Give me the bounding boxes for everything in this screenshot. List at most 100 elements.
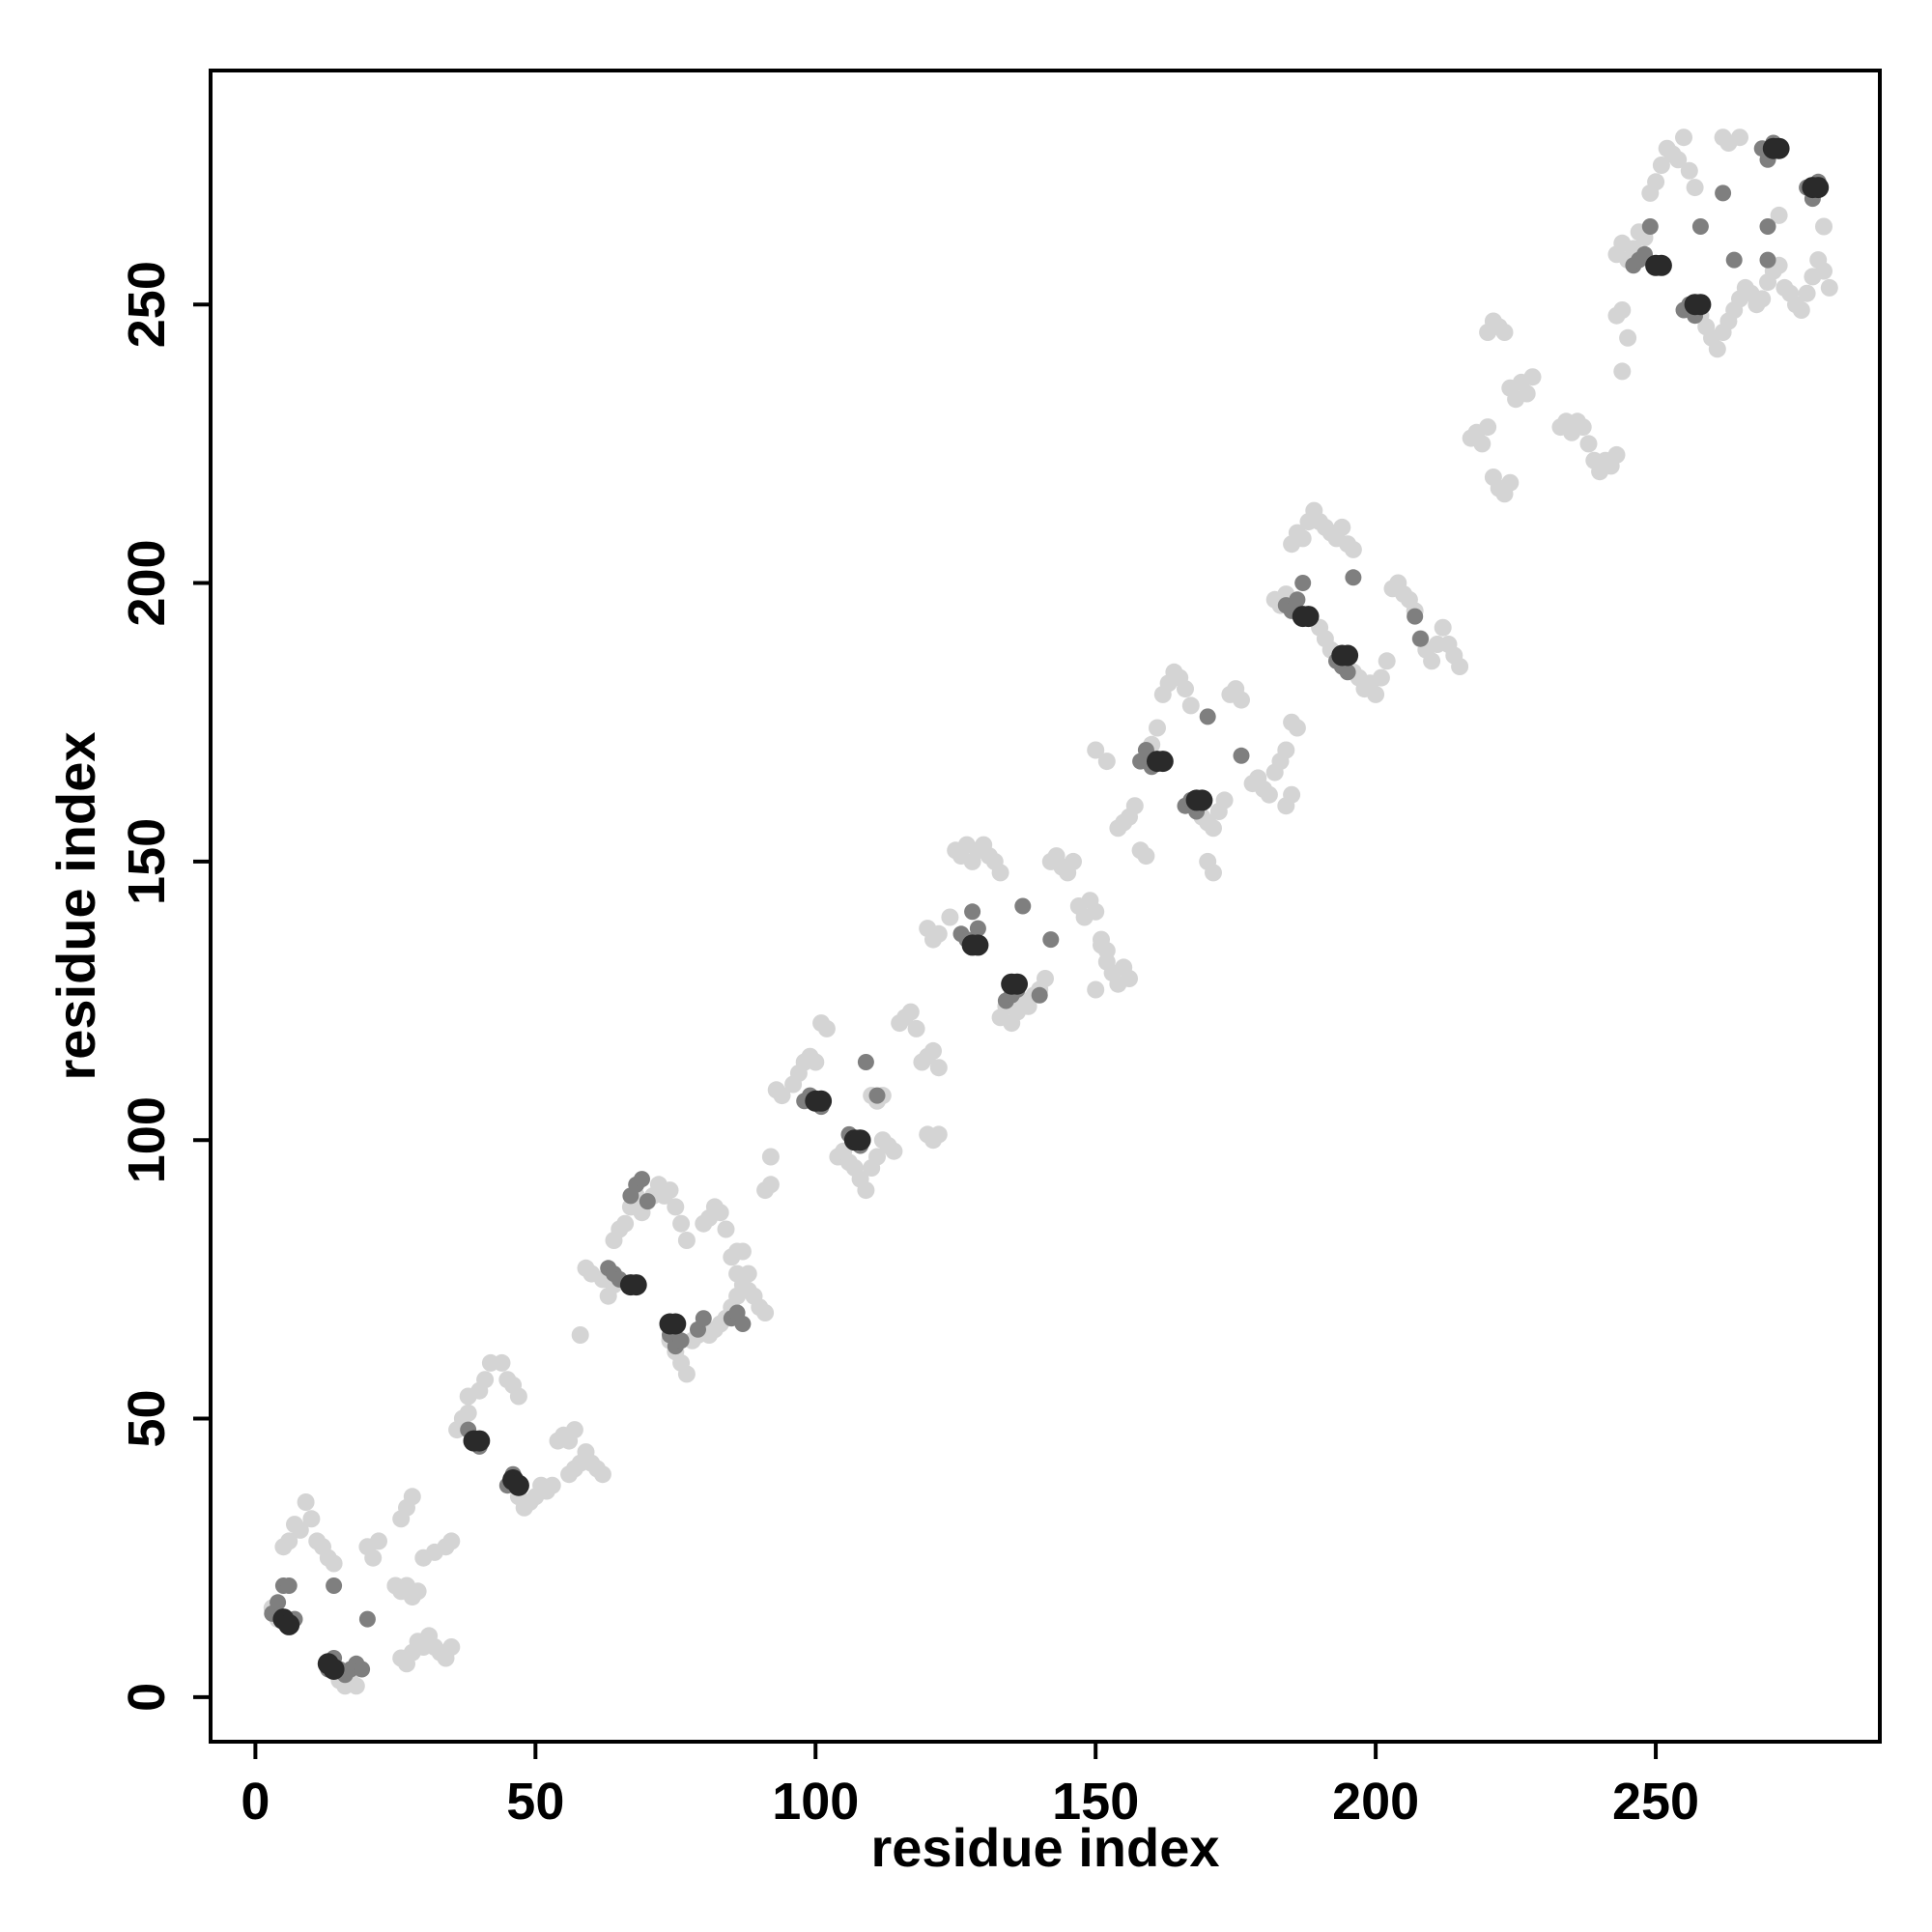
data-point	[1686, 179, 1704, 197]
data-point	[1434, 618, 1452, 637]
x-tick-label: 100	[772, 1773, 859, 1831]
data-point	[1725, 251, 1743, 269]
data-point	[1669, 151, 1688, 169]
data-point	[1137, 847, 1155, 866]
data-point	[1759, 251, 1776, 269]
data-point	[1297, 606, 1320, 628]
data-point	[1205, 819, 1222, 838]
data-point	[509, 1387, 527, 1406]
data-point	[1479, 418, 1497, 437]
data-point	[354, 1661, 371, 1678]
data-point	[493, 1353, 511, 1372]
y-tick-label: 200	[118, 539, 176, 626]
x-tick-label: 50	[506, 1773, 564, 1831]
data-point	[442, 1638, 461, 1656]
data-point	[677, 1232, 696, 1249]
data-point	[941, 908, 959, 926]
data-point	[1613, 362, 1632, 381]
data-point	[1820, 278, 1838, 297]
data-point	[1423, 652, 1441, 670]
data-point	[565, 1421, 583, 1439]
y-tick-label: 0	[118, 1683, 176, 1712]
y-tick-label: 150	[118, 818, 176, 905]
data-point	[1333, 518, 1351, 536]
data-point	[929, 1125, 948, 1144]
data-point	[1097, 942, 1116, 960]
data-point	[1579, 435, 1598, 453]
data-point	[857, 1181, 875, 1200]
data-point	[672, 1214, 691, 1233]
data-point	[1125, 797, 1144, 815]
data-point	[1345, 569, 1362, 586]
data-point	[270, 1594, 287, 1611]
x-tick-label: 150	[1052, 1773, 1139, 1831]
data-point	[1233, 747, 1250, 764]
data-point	[1277, 741, 1295, 759]
data-point	[677, 1365, 696, 1383]
data-point	[1759, 218, 1776, 235]
data-point	[280, 1577, 298, 1594]
data-point	[370, 1532, 387, 1550]
data-point	[278, 1613, 300, 1635]
data-point	[929, 1059, 948, 1077]
data-point	[1293, 529, 1312, 548]
data-point	[1037, 970, 1054, 987]
x-tick-label: 0	[241, 1773, 270, 1831]
data-point	[639, 1193, 656, 1210]
data-point	[810, 1090, 833, 1112]
data-point	[967, 934, 989, 956]
data-point	[280, 1532, 298, 1550]
data-point	[291, 1520, 309, 1539]
data-point	[964, 903, 981, 921]
y-axis-title: residue index	[45, 731, 106, 1080]
x-tick-label: 250	[1612, 1773, 1699, 1831]
data-point	[991, 864, 1009, 882]
data-point	[459, 1404, 477, 1422]
data-point	[1815, 262, 1833, 280]
data-point	[1007, 973, 1028, 995]
data-point	[734, 1316, 752, 1332]
data-point	[733, 1242, 752, 1261]
data-point	[1798, 284, 1816, 302]
x-axis: 0 50 100 150 200 250	[241, 1742, 1699, 1831]
data-point	[1233, 691, 1250, 709]
data-point	[1367, 685, 1385, 703]
data-point	[469, 1430, 491, 1452]
data-point	[1451, 658, 1469, 675]
data-point	[1518, 384, 1536, 403]
data-point	[593, 1465, 611, 1484]
data-point	[297, 1493, 315, 1511]
data-point	[1412, 630, 1429, 647]
data-point	[1792, 301, 1810, 319]
y-axis: 0 50 100 150 200 250	[118, 261, 211, 1712]
data-point	[1607, 445, 1626, 464]
data-point	[1495, 324, 1514, 341]
data-point	[1042, 931, 1060, 949]
y-tick-label: 250	[118, 261, 176, 348]
data-point	[665, 1313, 687, 1335]
data-point	[1191, 789, 1213, 811]
data-point	[1097, 753, 1116, 771]
data-point	[571, 1326, 589, 1344]
data-point	[969, 920, 986, 937]
series-dark	[272, 137, 1830, 1680]
data-point	[1177, 680, 1194, 698]
data-point	[1337, 644, 1359, 667]
data-point	[1283, 785, 1301, 804]
data-point	[1205, 864, 1222, 882]
data-point	[868, 1148, 886, 1166]
data-point	[616, 1214, 635, 1233]
data-point	[1690, 294, 1712, 316]
data-point	[1014, 897, 1032, 915]
x-axis-title: residue index	[870, 1817, 1219, 1878]
data-point	[1121, 970, 1138, 987]
y-tick-label: 50	[118, 1389, 176, 1447]
data-point	[1378, 652, 1396, 670]
data-point	[1344, 540, 1362, 558]
data-point	[1289, 591, 1306, 609]
data-point	[1523, 368, 1542, 386]
data-point	[907, 1019, 925, 1037]
data-point	[1675, 128, 1692, 147]
data-point	[1372, 668, 1390, 687]
